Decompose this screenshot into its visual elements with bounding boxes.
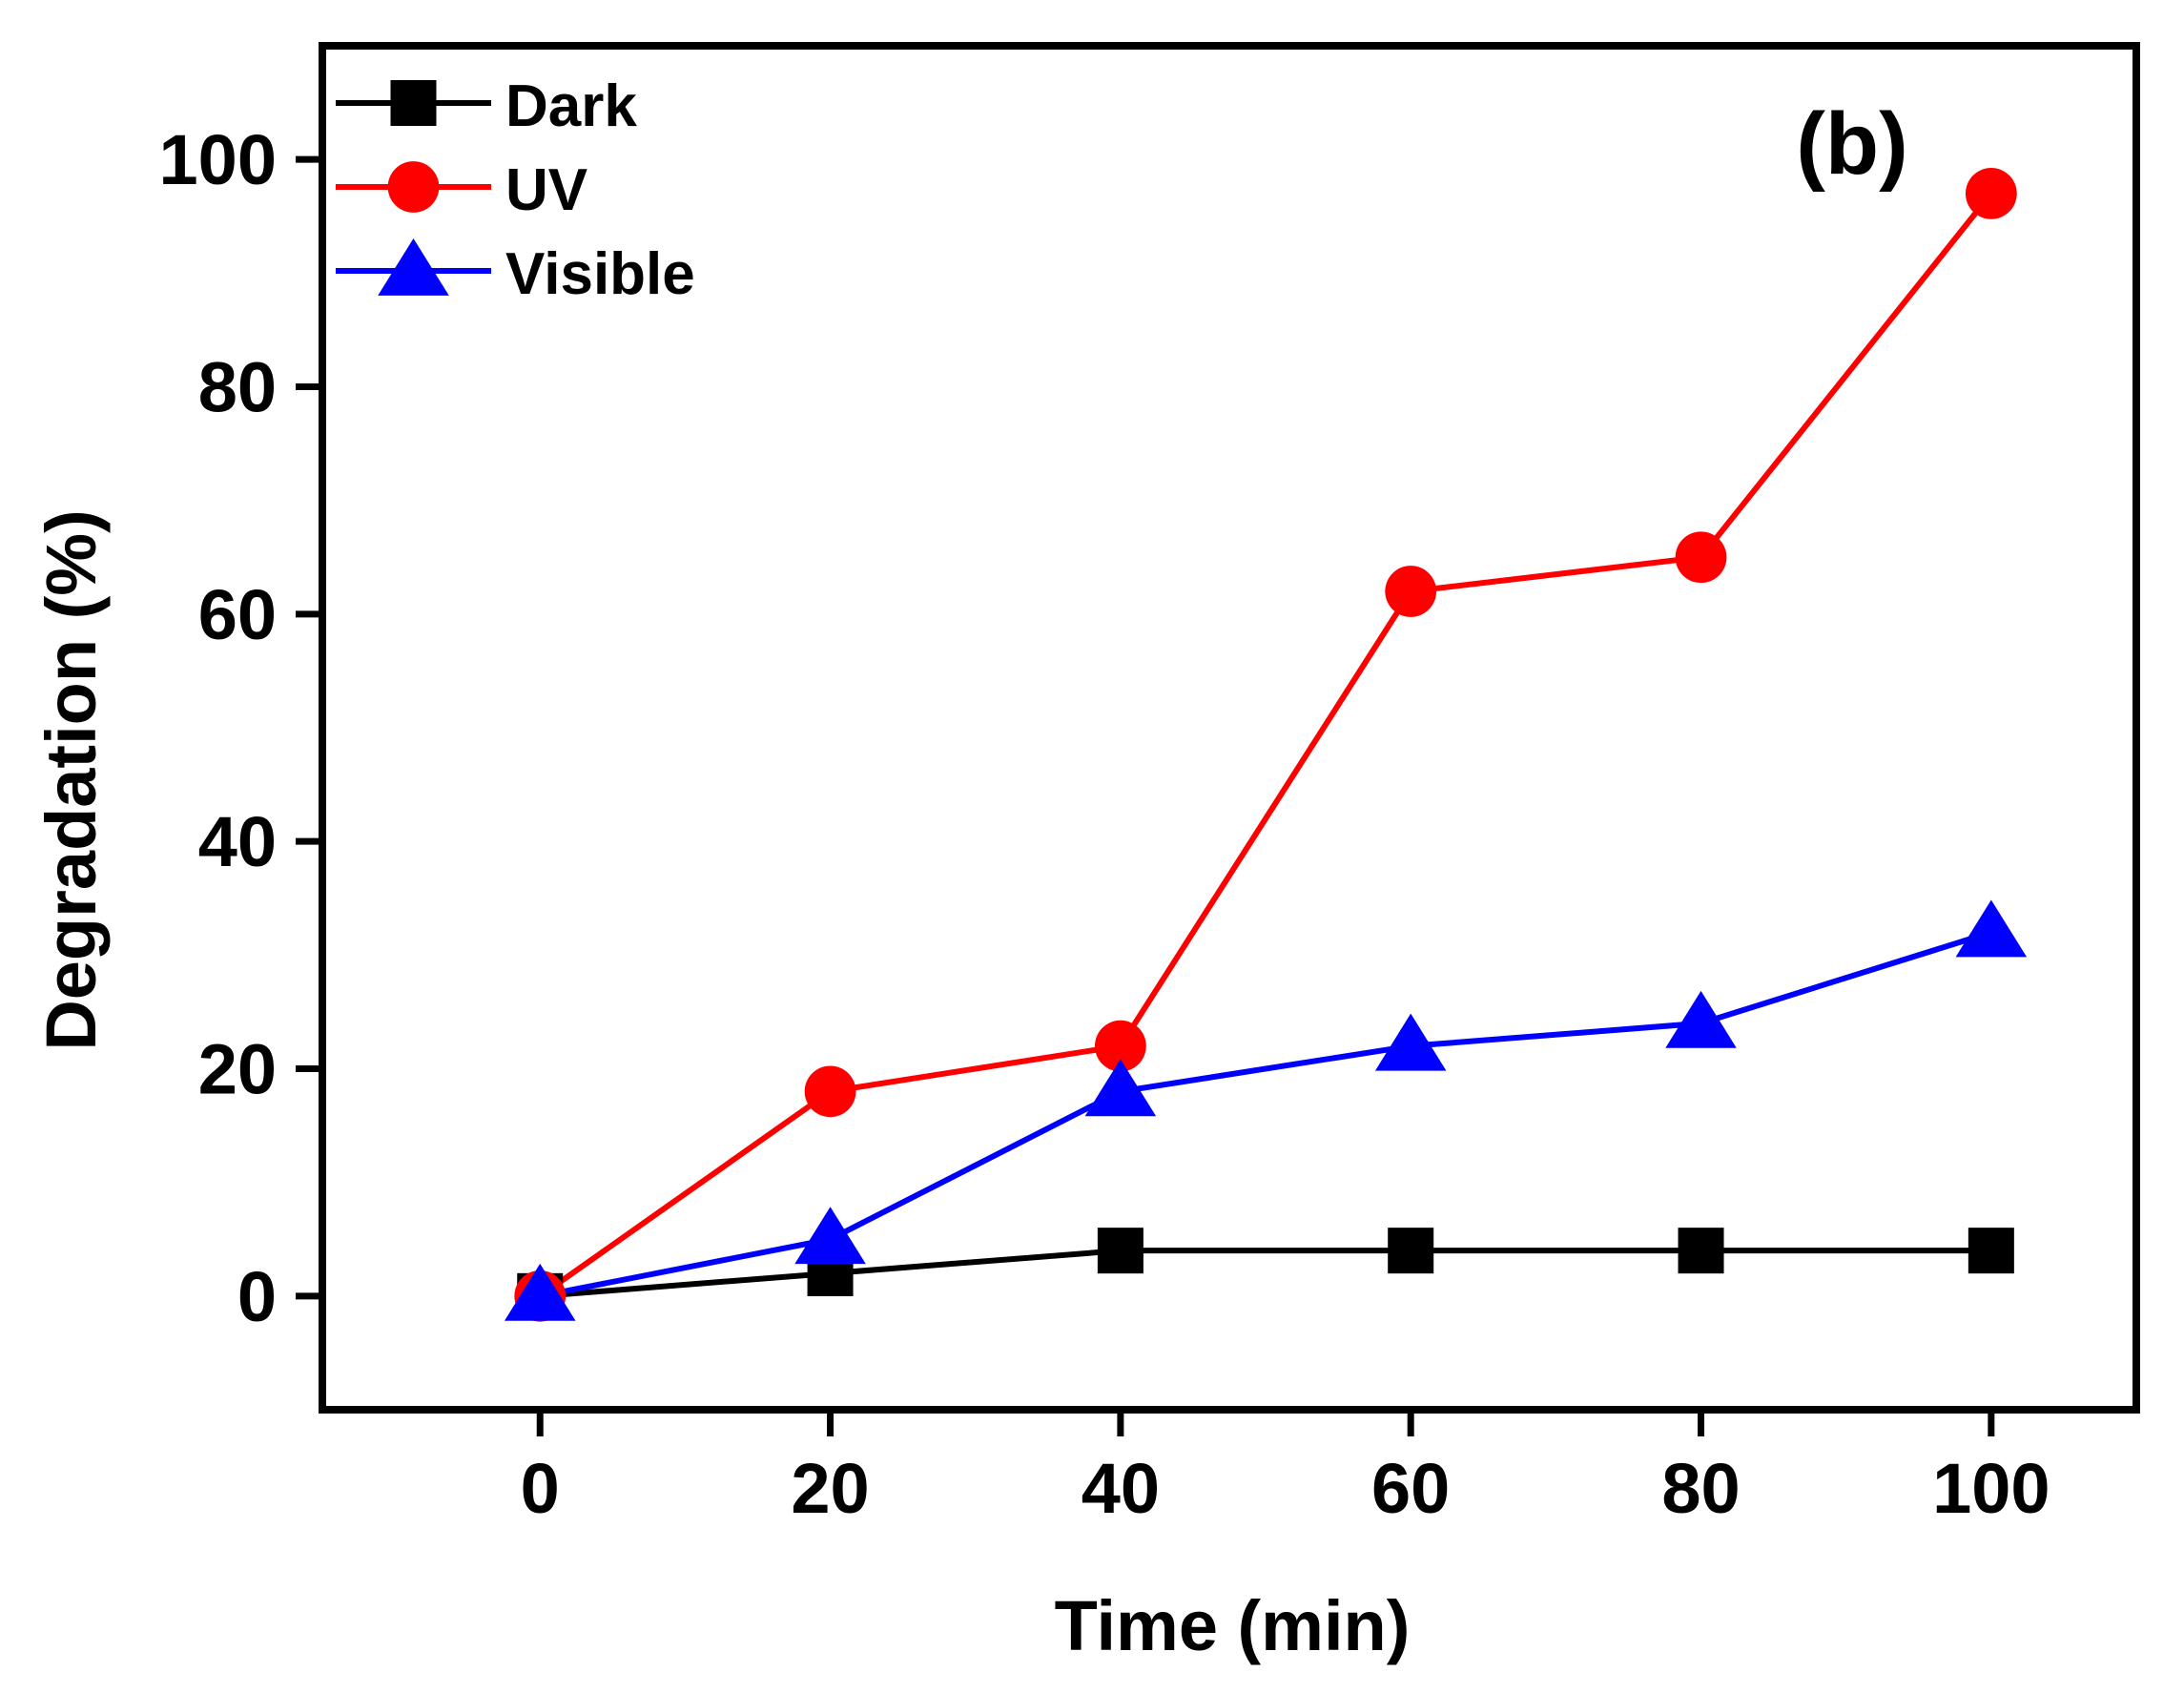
point-uv-40: [1095, 1020, 1146, 1072]
point-visible-60: [1374, 1013, 1447, 1071]
x-axis-label: Time (min): [1055, 1586, 1411, 1665]
plot-layer: [504, 168, 2028, 1322]
point-visible-0: [504, 1263, 576, 1321]
x-tick-label-20: 20: [791, 1449, 869, 1528]
x-tick-label-100: 100: [1932, 1449, 2050, 1528]
legend: Dark UV Visible: [336, 73, 695, 307]
point-visible-20: [794, 1207, 866, 1265]
plot-frame: [319, 42, 2140, 1414]
legend-label-dark: Dark: [505, 73, 637, 139]
point-dark-80: [1678, 1228, 1724, 1274]
legend-label-visible: Visible: [505, 241, 695, 307]
y-tick-label-0: 0: [237, 1257, 277, 1336]
point-dark-40: [1097, 1228, 1144, 1274]
series-line-dark: [540, 1248, 1991, 1299]
point-visible-40: [1084, 1059, 1157, 1117]
panel-label: (b): [1796, 95, 1907, 193]
legend-marker-uv: [387, 161, 440, 213]
y-tick-label-80: 80: [198, 348, 277, 427]
y-axis-label: Degradation (%): [31, 509, 111, 1050]
x-tick-label-60: 60: [1371, 1449, 1450, 1528]
point-dark-60: [1388, 1228, 1434, 1274]
axis-layer: 0 20 40 60 80 100 0 20 40 60 80 100: [159, 120, 2050, 1528]
y-tick-label-60: 60: [198, 575, 277, 654]
x-tick-label-0: 0: [521, 1449, 560, 1528]
point-uv-100: [1965, 168, 2017, 219]
point-uv-80: [1675, 531, 1727, 584]
point-visible-80: [1665, 990, 1737, 1048]
y-tick-label-20: 20: [198, 1030, 277, 1109]
legend-marker-visible: [378, 237, 449, 296]
y-tick-label-40: 40: [198, 802, 277, 881]
point-uv-20: [804, 1065, 856, 1118]
legend-marker-dark: [390, 80, 437, 126]
point-dark-100: [1968, 1228, 2014, 1274]
y-tick-label-100: 100: [159, 120, 277, 199]
point-uv-60: [1385, 566, 1437, 617]
x-tick-label-80: 80: [1661, 1449, 1740, 1528]
x-tick-label-40: 40: [1082, 1449, 1160, 1528]
series-line-uv: [538, 192, 1994, 1299]
point-visible-100: [1955, 899, 2028, 958]
series-line-visible: [539, 929, 1992, 1299]
legend-label-uv: UV: [505, 157, 587, 223]
